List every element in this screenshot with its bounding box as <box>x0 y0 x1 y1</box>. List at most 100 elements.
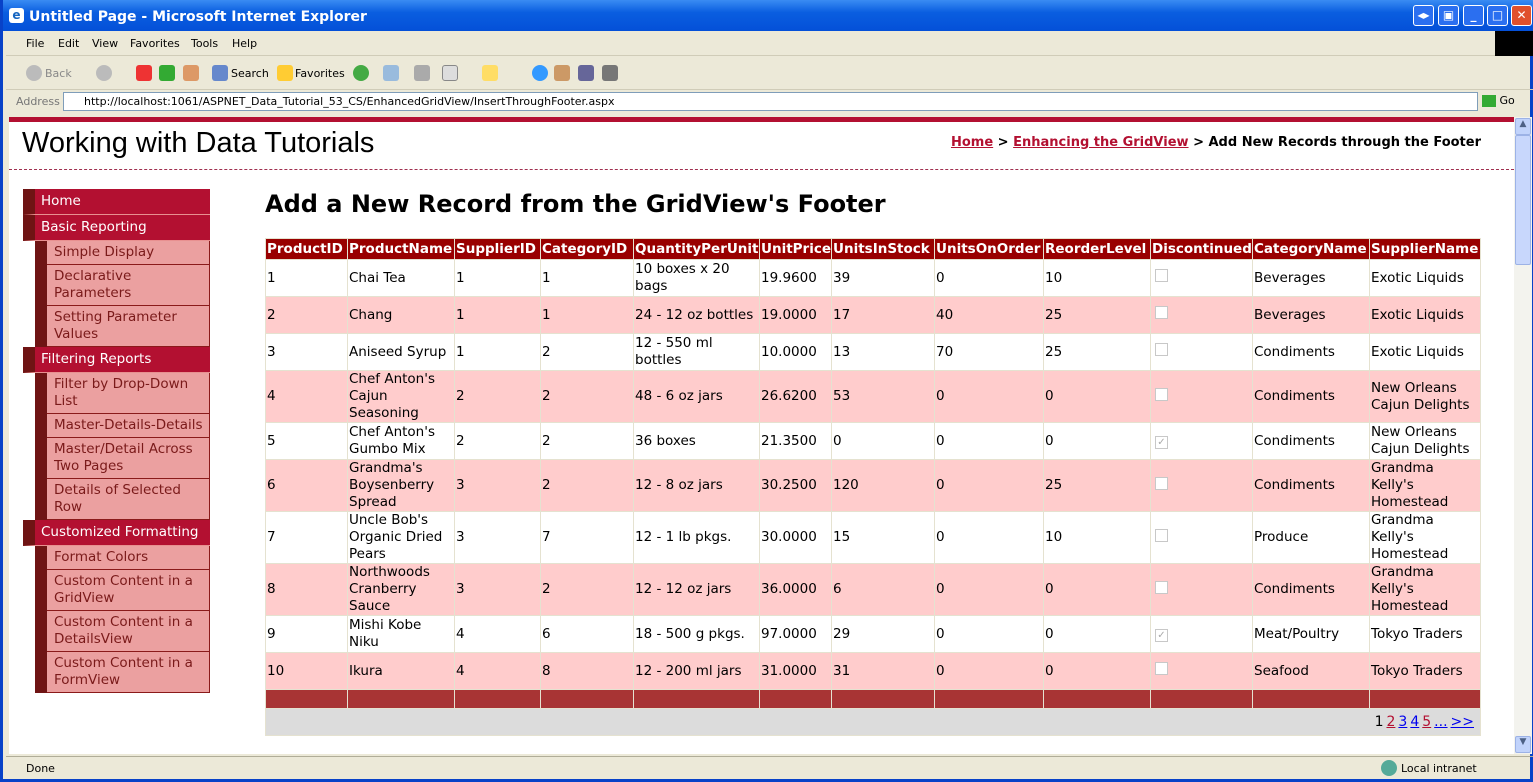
menu-view[interactable]: View <box>92 37 119 50</box>
pager-link[interactable]: 2 <box>1386 713 1396 730</box>
vertical-scrollbar[interactable]: ▲ ▼ <box>1514 117 1532 754</box>
discontinued-checkbox: ✓ <box>1155 628 1168 642</box>
forward-icon[interactable] <box>96 65 112 81</box>
column-header[interactable]: Discontinued <box>1150 238 1253 260</box>
sidebar-item[interactable]: Details of Selected Row <box>35 479 210 520</box>
pager: 1 2 3 4 5... >> <box>265 708 1481 736</box>
column-header[interactable]: QuantityPerUnit <box>633 238 760 260</box>
minimize-button[interactable]: _ <box>1463 5 1484 26</box>
pager-row: 1 2 3 4 5... >> <box>265 708 1481 736</box>
grid-header-row: ProductID ProductName SupplierID CategoryID… <box>265 238 1481 260</box>
menu-favorites[interactable]: Favorites <box>130 37 180 50</box>
research-icon[interactable] <box>554 65 570 81</box>
sidebar-item[interactable]: Basic Reporting <box>23 215 210 241</box>
page-viewport: Working with Data Tutorials Home > Enhan… <box>9 117 1514 754</box>
table-cell: Grandma's Boysenberry Spread <box>347 459 455 512</box>
sidebar-item[interactable]: Customized Formatting <box>23 520 210 546</box>
favorites-icon[interactable] <box>277 65 293 81</box>
table-cell: 0 <box>1043 652 1151 690</box>
sidebar-item[interactable]: Custom Content in a DetailsView <box>35 611 210 652</box>
table-cell: 10 <box>1043 511 1151 564</box>
column-header[interactable]: SupplierID <box>454 238 541 260</box>
table-cell: 4 <box>454 615 541 653</box>
pager-link[interactable]: >> <box>1450 713 1474 730</box>
table-cell: 36.0000 <box>759 563 832 616</box>
back-icon[interactable] <box>26 65 42 81</box>
sidebar-item[interactable]: Filtering Reports <box>23 347 210 373</box>
media-icon[interactable] <box>353 65 369 81</box>
menu-tools[interactable]: Tools <box>191 37 219 50</box>
note-icon[interactable] <box>482 65 498 81</box>
table-cell: Tokyo Traders <box>1369 615 1481 653</box>
scroll-thumb[interactable] <box>1515 135 1531 265</box>
sidebar-item[interactable]: Format Colors <box>35 546 210 570</box>
home-icon[interactable] <box>183 65 199 81</box>
sidebar-item[interactable]: Custom Content in a GridView <box>35 570 210 611</box>
footer-cell <box>831 689 935 709</box>
sidebar-item[interactable]: Master/Detail Across Two Pages <box>35 438 210 479</box>
close-button[interactable]: ✕ <box>1511 5 1532 26</box>
sidebar-item[interactable]: Master-Details-Details <box>35 414 210 438</box>
column-header[interactable]: UnitPrice <box>759 238 832 260</box>
scroll-down-icon[interactable]: ▼ <box>1515 736 1531 753</box>
column-header[interactable]: SupplierName <box>1369 238 1481 260</box>
table-cell: 0 <box>934 511 1044 564</box>
table-cell: Chef Anton's Cajun Seasoning <box>347 370 455 423</box>
column-header[interactable]: UnitsOnOrder <box>934 238 1044 260</box>
sidebar-item[interactable]: Simple Display <box>35 241 210 265</box>
tool-icon[interactable] <box>578 65 594 81</box>
pager-link[interactable]: 3 <box>1398 713 1408 730</box>
breadcrumb-home[interactable]: Home <box>950 135 994 150</box>
sidebar-item[interactable]: Custom Content in a FormView <box>35 652 210 693</box>
table-cell: 10 <box>1043 259 1151 297</box>
footer-cell <box>347 689 455 709</box>
column-header[interactable]: ProductName <box>347 238 455 260</box>
table-cell: 3 <box>454 511 541 564</box>
table-cell: 25 <box>1043 459 1151 512</box>
messenger-icon[interactable] <box>532 65 548 81</box>
switch-icon[interactable]: ◂▸ <box>1413 5 1434 26</box>
address-input[interactable]: http://localhost:1061/ASPNET_Data_Tutori… <box>63 92 1478 111</box>
sidebar-item[interactable]: Home <box>23 189 210 215</box>
sidebar-item[interactable]: Setting Parameter Values <box>35 306 210 347</box>
menu-help[interactable]: Help <box>232 37 258 50</box>
mail-icon[interactable] <box>383 65 399 81</box>
menu-edit[interactable]: Edit <box>58 37 80 50</box>
table-cell: 2 <box>540 563 634 616</box>
toolbar: Back Search Favorites <box>6 57 1533 90</box>
footer-cell <box>265 689 348 709</box>
table-cell: 19.0000 <box>759 296 832 334</box>
pager-link[interactable]: 5 <box>1422 713 1432 730</box>
grid-icon[interactable] <box>602 65 618 81</box>
favorites-button[interactable]: Favorites <box>295 67 345 80</box>
maximize-button[interactable]: □ <box>1487 5 1508 26</box>
sidebar-item[interactable]: Filter by Drop-Down List <box>35 373 210 414</box>
edit-icon[interactable] <box>442 65 458 81</box>
table-cell: 7 <box>265 511 348 564</box>
column-header[interactable]: UnitsInStock <box>831 238 935 260</box>
column-header[interactable]: ProductID <box>265 238 348 260</box>
refresh-icon[interactable] <box>159 65 175 81</box>
pager-link[interactable]: 4 <box>1410 713 1420 730</box>
column-header[interactable]: CategoryID <box>540 238 634 260</box>
table-cell: 12 - 12 oz jars <box>633 563 760 616</box>
scroll-up-icon[interactable]: ▲ <box>1515 118 1531 135</box>
footer-cell <box>759 689 832 709</box>
table-cell: 0 <box>934 459 1044 512</box>
table-cell: 2 <box>454 370 541 423</box>
table-cell: 12 - 550 ml bottles <box>633 333 760 371</box>
breadcrumb-parent[interactable]: Enhancing the GridView <box>1013 135 1189 150</box>
go-button[interactable]: Go <box>1482 94 1515 107</box>
print-icon[interactable] <box>414 65 430 81</box>
stop-icon[interactable] <box>136 65 152 81</box>
search-button[interactable]: Search <box>231 67 269 80</box>
back-button[interactable]: Back <box>45 67 72 80</box>
search-icon[interactable] <box>212 65 228 81</box>
menu-file[interactable]: File <box>26 37 45 50</box>
pager-link[interactable]: ... <box>1434 713 1448 730</box>
sidebar-item[interactable]: Declarative Parameters <box>35 265 210 306</box>
restore-icon[interactable]: ▣ <box>1438 5 1459 26</box>
table-cell: 25 <box>1043 333 1151 371</box>
column-header[interactable]: CategoryName <box>1252 238 1370 260</box>
column-header[interactable]: ReorderLevel <box>1043 238 1151 260</box>
